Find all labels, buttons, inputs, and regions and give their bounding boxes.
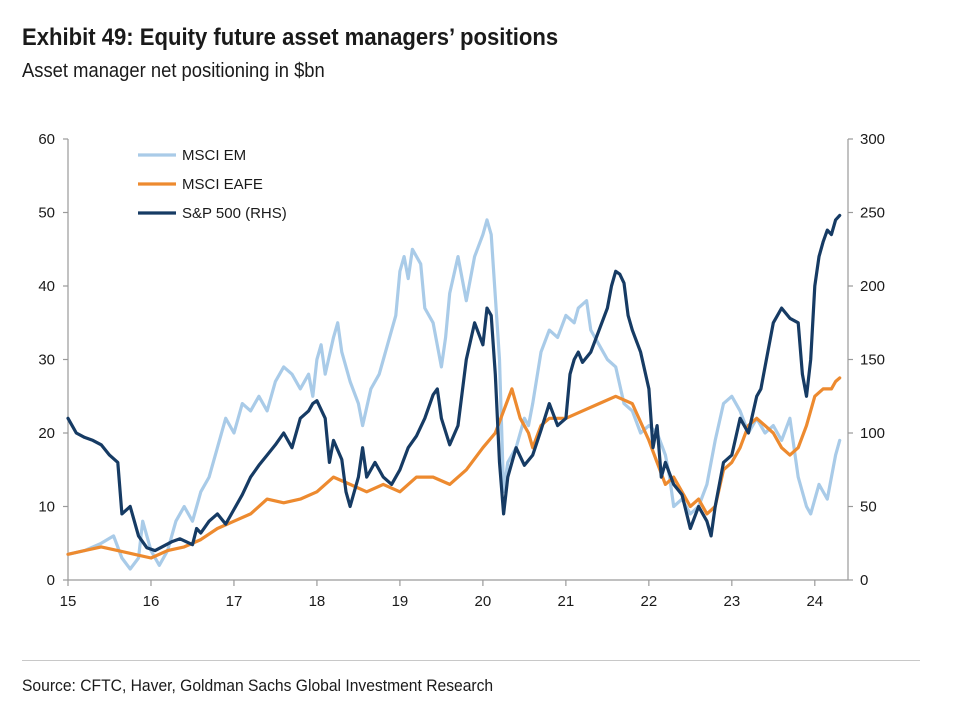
footer-divider bbox=[22, 660, 920, 661]
right-y-tick-label: 250 bbox=[860, 205, 885, 222]
x-tick-label: 15 bbox=[60, 593, 77, 610]
x-tick-label: 16 bbox=[143, 593, 160, 610]
x-tick-label: 19 bbox=[392, 593, 409, 610]
x-tick-label: 22 bbox=[641, 593, 658, 610]
right-y-tick-label: 150 bbox=[860, 352, 885, 369]
chart-legend: MSCI EM MSCI EAFE S&P 500 (RHS) bbox=[138, 147, 287, 222]
series-line-msci-em bbox=[66, 218, 842, 571]
chart-subtitle: Asset manager net positioning in $bn bbox=[22, 60, 325, 82]
x-tick-label: 18 bbox=[309, 593, 326, 610]
legend-label: MSCI EAFE bbox=[182, 176, 263, 193]
x-tick-label: 21 bbox=[558, 593, 575, 610]
right-y-tick-label: 50 bbox=[860, 499, 877, 516]
right-y-tick-label: 200 bbox=[860, 278, 885, 295]
chart-series bbox=[66, 213, 842, 571]
x-tick-label: 17 bbox=[226, 593, 243, 610]
chart-axes: 0 10 20 30 40 50 60 0 50 100 150 200 250 300 15 16 17 18 1… bbox=[38, 131, 885, 610]
left-y-tick-label: 60 bbox=[38, 131, 55, 148]
series-line-msci-eafe bbox=[66, 376, 842, 560]
source-note: Source: CFTC, Haver, Goldman Sachs Globa… bbox=[22, 676, 494, 695]
left-y-tick-label: 50 bbox=[38, 205, 55, 222]
right-y-tick-label: 300 bbox=[860, 131, 885, 148]
x-tick-label: 23 bbox=[723, 593, 740, 610]
left-y-tick-label: 30 bbox=[38, 352, 55, 369]
right-y-tick-label: 0 bbox=[860, 572, 868, 589]
chart-title: Exhibit 49: Equity future asset managers… bbox=[22, 24, 559, 51]
x-tick-label: 24 bbox=[806, 593, 823, 610]
right-y-tick-label: 100 bbox=[860, 425, 885, 442]
x-tick-label: 20 bbox=[475, 593, 492, 610]
legend-label: MSCI EM bbox=[182, 147, 246, 164]
left-y-tick-label: 10 bbox=[38, 499, 55, 516]
left-y-tick-label: 0 bbox=[47, 572, 55, 589]
series-line-s-p-500-rhs bbox=[66, 213, 842, 553]
legend-label: S&P 500 (RHS) bbox=[182, 205, 287, 222]
left-y-tick-label: 40 bbox=[38, 278, 55, 295]
left-y-tick-label: 20 bbox=[38, 425, 55, 442]
